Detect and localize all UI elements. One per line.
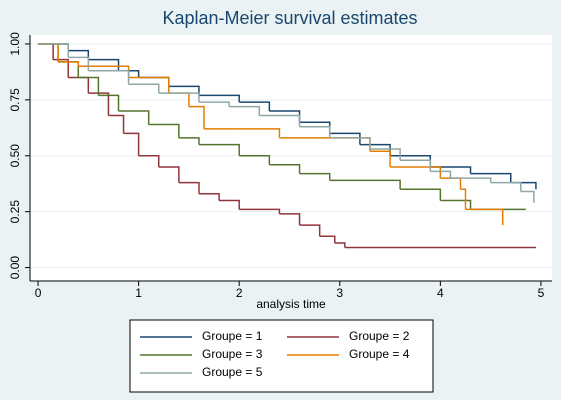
survival-step — [470, 172, 512, 183]
legend-label: Groupe = 3 — [202, 347, 263, 361]
survival-step — [269, 163, 301, 174]
survival-step — [128, 83, 160, 94]
survival-step — [259, 114, 301, 127]
legend-label: Groupe = 4 — [349, 347, 410, 361]
survival-step — [198, 193, 220, 201]
survival-step — [229, 105, 261, 116]
survival-step — [334, 242, 346, 248]
survival-step — [239, 208, 281, 214]
survival-step — [430, 166, 472, 174]
survival-step — [400, 159, 432, 172]
survival-step — [440, 199, 472, 210]
survival-step — [279, 213, 301, 226]
survival-step — [158, 166, 180, 183]
survival-step — [520, 190, 535, 203]
survival-step — [118, 110, 150, 125]
legend — [129, 319, 434, 393]
survival-step — [198, 94, 240, 103]
survival-step — [390, 166, 442, 179]
survival-step — [88, 70, 130, 85]
survival-step — [400, 188, 442, 201]
y-tick-label: 1.00 — [8, 32, 22, 56]
survival-step — [128, 76, 170, 94]
survival-step — [78, 76, 100, 96]
chart-title: Kaplan-Meier survival estimates — [162, 8, 417, 28]
survival-step — [68, 56, 90, 71]
survival-step — [198, 101, 230, 107]
y-tick-label: 0.00 — [8, 256, 22, 280]
survival-step — [465, 208, 504, 226]
legend-label: Groupe = 1 — [202, 329, 263, 343]
survival-step — [108, 114, 125, 134]
survival-step — [123, 132, 140, 156]
survival-step — [58, 61, 80, 67]
x-tick-label: 0 — [35, 286, 42, 300]
survival-step — [460, 188, 467, 210]
survival-step — [369, 148, 401, 161]
survival-step — [239, 101, 271, 112]
survival-step — [430, 170, 452, 179]
survival-step — [490, 181, 522, 192]
survival-step — [450, 177, 492, 183]
y-tick-label: 0.75 — [8, 88, 22, 112]
survival-step — [178, 137, 200, 145]
x-tick-label: 5 — [538, 286, 545, 300]
x-tick-label: 4 — [437, 286, 444, 300]
survival-step — [239, 128, 281, 138]
survival-step — [88, 92, 110, 116]
x-tick-label: 2 — [236, 286, 243, 300]
y-tick-label: 0.50 — [8, 144, 22, 168]
survival-step — [369, 150, 391, 167]
survival-step — [299, 125, 331, 138]
y-tick-label: 0.25 — [8, 200, 22, 224]
x-tick-label: 3 — [336, 286, 343, 300]
survival-step — [329, 137, 371, 150]
survival-step — [138, 155, 160, 167]
survival-step — [148, 123, 180, 138]
survival-step — [178, 181, 200, 194]
plot-area — [30, 35, 552, 281]
survival-step — [319, 235, 336, 243]
survival-step — [329, 179, 401, 190]
survival-step — [188, 105, 205, 129]
survival-step — [329, 132, 361, 145]
survival-step — [239, 155, 271, 165]
survival-step — [299, 224, 321, 237]
survival-step — [198, 143, 240, 156]
x-tick-label: 1 — [135, 286, 142, 300]
survival-step — [38, 43, 69, 58]
survival-step — [158, 92, 200, 103]
survival-step — [219, 199, 240, 210]
x-axis-label: analysis time — [256, 297, 326, 311]
legend-label: Groupe = 5 — [202, 365, 263, 379]
legend-label: Groupe = 2 — [349, 329, 410, 343]
survival-step — [299, 172, 331, 181]
survival-step — [98, 94, 120, 112]
